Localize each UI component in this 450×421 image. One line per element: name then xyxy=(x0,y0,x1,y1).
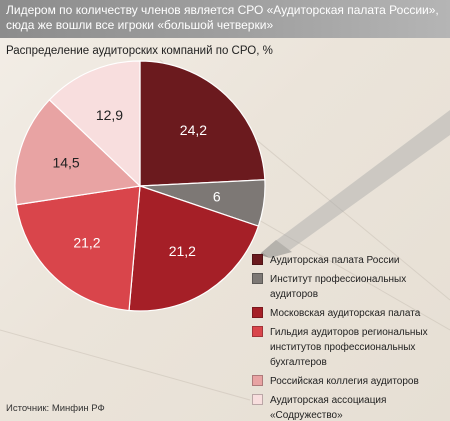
slice-value-label: 21,2 xyxy=(73,234,100,250)
pie-slice xyxy=(139,60,266,187)
legend-swatch xyxy=(252,375,263,386)
legend-item: Аудиторская ассоциация «Содружество» xyxy=(252,393,448,421)
legend-item: Гильдия аудиторов региональных институто… xyxy=(252,325,448,370)
legend-label: Аудиторская палата России xyxy=(270,255,400,266)
header-banner: Лидером по количеству членов является СР… xyxy=(0,0,450,38)
legend: Аудиторская палата России Институт профес… xyxy=(252,253,448,421)
legend-item: Аудиторская палата России xyxy=(252,253,448,268)
slice-value-label: 21,2 xyxy=(169,243,196,259)
chart-title: Распределение аудиторских компаний по СР… xyxy=(6,45,273,57)
slice-value-label: 24,2 xyxy=(180,122,207,138)
pie-slice xyxy=(128,185,260,312)
slice-value-label: 6 xyxy=(213,189,221,205)
slice-value-label: 12,9 xyxy=(96,107,123,123)
pie-slice xyxy=(14,99,142,206)
legend-swatch xyxy=(252,254,263,265)
legend-item: Институт профессиональных аудиторов xyxy=(252,272,448,302)
legend-swatch xyxy=(252,394,263,405)
legend-item: Российская коллегия аудиторов xyxy=(252,374,448,389)
legend-item: Московская аудиторская палата xyxy=(252,306,448,321)
legend-label: Московская аудиторская палата xyxy=(270,308,421,319)
legend-swatch xyxy=(252,307,263,318)
pie-slice xyxy=(48,60,141,188)
legend-swatch xyxy=(252,326,263,337)
slice-value-label: 14,5 xyxy=(52,155,79,171)
legend-label: Институт профессиональных аудиторов xyxy=(270,274,407,300)
header-text: Лидером по количеству членов является СР… xyxy=(6,3,439,32)
legend-label: Гильдия аудиторов региональных институто… xyxy=(270,327,428,368)
legend-label: Российская коллегия аудиторов xyxy=(270,376,419,387)
legend-swatch xyxy=(252,273,263,284)
legend-label: Аудиторская ассоциация «Содружество» xyxy=(270,395,387,421)
pie-slice xyxy=(15,185,141,312)
source-note: Источник: Минфин РФ xyxy=(6,403,105,414)
